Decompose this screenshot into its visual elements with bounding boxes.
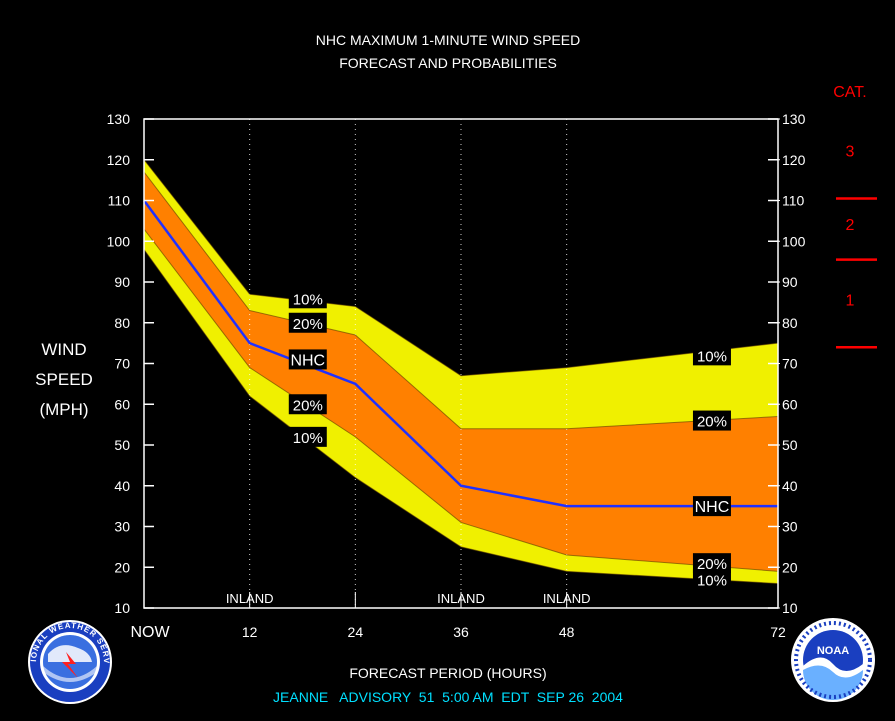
y-tick-label-right: 90: [782, 274, 798, 290]
series-lines: [142, 159, 779, 585]
category-label: 3: [846, 144, 855, 161]
y-tick-label-left: 100: [107, 233, 131, 249]
probability-bands: [144, 159, 778, 584]
band-label-box: [692, 410, 731, 431]
band-label: 10%: [697, 572, 727, 589]
x-tick-label: 48: [559, 624, 575, 640]
y-tick-label-left: 30: [114, 519, 130, 535]
category-label: 2: [846, 217, 855, 234]
x-axis-label: FORECAST PERIOD (HOURS): [349, 665, 546, 681]
band-label-box: [288, 288, 327, 309]
inner-probability-band: [144, 171, 778, 572]
band-label: 20%: [293, 397, 323, 414]
y-tick-label-left: 60: [114, 396, 130, 412]
y-axis-label: WIND SPEED (MPH): [35, 340, 93, 419]
y-tick-label-left: 120: [107, 152, 131, 168]
y-tick-label-left: 40: [114, 478, 130, 494]
y-tick-label-right: 110: [782, 193, 805, 209]
category-label: 1: [846, 292, 855, 309]
band-label: 20%: [697, 556, 727, 573]
band-label: 10%: [697, 348, 727, 365]
x-tick-label: 36: [453, 624, 469, 640]
y-tick-label-left: 130: [107, 111, 131, 127]
inland-marker: INLAND: [226, 591, 274, 606]
y-axis-label-line: (MPH): [39, 400, 88, 419]
band-label-box: [288, 349, 327, 370]
x-tick-label: 72: [770, 624, 786, 640]
advisory-text: JEANNE ADVISORY 51 5:00 AM EDT SEP 26 20…: [273, 689, 623, 705]
y-tick-label-right: 50: [782, 437, 798, 453]
inland-marker: INLAND: [437, 591, 485, 606]
inland-markers: INLAND INLAND INLAND: [226, 591, 591, 606]
band-label-box: [692, 569, 731, 590]
noaa-logo-text: NOAA: [817, 645, 849, 657]
band-label: 10%: [293, 430, 323, 447]
band-label: NHC: [290, 352, 325, 369]
noaa-logo: NOAA: [791, 618, 875, 702]
y-tick-label-right: 20: [782, 559, 798, 575]
x-tick-label: 12: [242, 624, 258, 640]
band-boundary-line: [143, 159, 779, 377]
y-tick-label-right: 120: [782, 152, 806, 168]
band-label-box: [288, 426, 327, 447]
y-tick-label-right: 60: [782, 396, 798, 412]
y-tick-label-left: 10: [114, 600, 130, 616]
y-tick-label-right: 30: [782, 519, 798, 535]
band-boundary-line: [143, 249, 779, 585]
band-label-box: [692, 553, 731, 574]
y-tick-label-left: 20: [114, 559, 130, 575]
axes: 10 10 20 20 30 30 40 40 50 50 60 60 70 70 80 80 90 90 100 1…: [107, 111, 806, 641]
category-scale: CAT. 3 2 1: [833, 84, 877, 349]
y-axis-label-line: WIND: [41, 340, 86, 359]
chart-subtitle: FORECAST AND PROBABILITIES: [339, 55, 557, 71]
y-tick-label-right: 130: [782, 111, 806, 127]
nhc-forecast-line: [142, 199, 778, 508]
y-tick-label-left: 90: [114, 274, 130, 290]
chart-title: NHC MAXIMUM 1-MINUTE WIND SPEED: [316, 32, 580, 48]
category-title: CAT.: [833, 84, 866, 101]
band-label-box: [692, 496, 731, 517]
band-boundary-line: [143, 228, 779, 572]
y-tick-label-left: 50: [114, 437, 130, 453]
y-tick-label-left: 70: [114, 356, 130, 372]
y-tick-label-right: 40: [782, 478, 798, 494]
y-axis-label-line: SPEED: [35, 370, 93, 389]
band-label: 20%: [697, 414, 727, 431]
band-label: 20%: [293, 316, 323, 333]
y-tick-label-right: 100: [782, 233, 806, 249]
band-label-box: [288, 312, 327, 333]
x-tick-label: NOW: [130, 624, 170, 641]
y-tick-label-left: 80: [114, 315, 130, 331]
nws-logo: NATIONAL WEATHER SERVICE: [28, 620, 112, 704]
band-label-box: [288, 394, 327, 415]
band-label-box: [692, 345, 731, 366]
y-tick-label-left: 110: [108, 193, 131, 209]
y-tick-label-right: 10: [782, 600, 798, 616]
inland-marker: INLAND: [543, 591, 591, 606]
band-boundary-line: [143, 171, 779, 430]
y-tick-label-right: 70: [782, 356, 798, 372]
y-tick-label-right: 80: [782, 315, 798, 331]
x-tick-label: 24: [348, 624, 364, 640]
band-label: 10%: [293, 291, 323, 308]
band-label: NHC: [695, 499, 730, 516]
